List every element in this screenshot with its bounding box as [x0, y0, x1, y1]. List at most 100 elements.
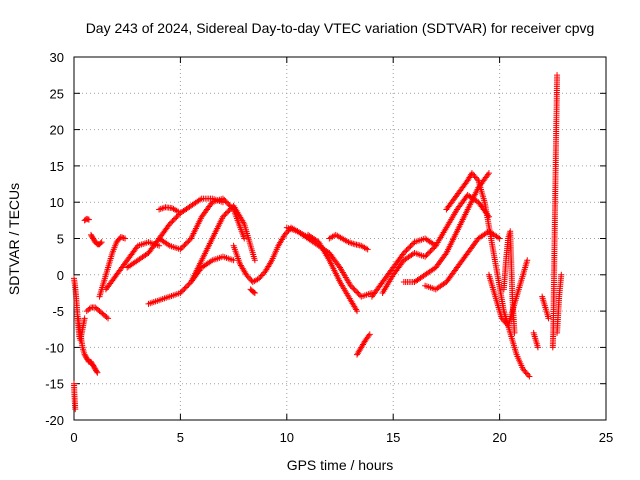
data-point [366, 331, 373, 338]
data-point-interp [182, 240, 189, 247]
data-point [534, 344, 541, 351]
chart-title: Day 243 of 2024, Sidereal Day-to-day VTE… [86, 20, 595, 36]
data-point-interp [247, 276, 254, 283]
data-point-interp [186, 236, 193, 243]
data-point [251, 257, 258, 264]
data-point-interp [97, 240, 104, 247]
series-arc-h [102, 239, 163, 293]
series-arc-t [368, 235, 439, 300]
series-arc-o [247, 286, 258, 296]
x-tick-label: 5 [177, 430, 184, 445]
data-point-interp [522, 369, 529, 376]
data-point [496, 235, 503, 242]
series-arc-ad [549, 72, 561, 351]
series-arc-p [283, 224, 375, 300]
series-arc-g [96, 234, 129, 300]
data-point-interp [172, 215, 179, 222]
series-arc-m [188, 202, 258, 286]
y-tick-label: 10 [50, 195, 64, 210]
data-point-interp [184, 239, 191, 246]
data-point-interp [354, 289, 361, 296]
series-arc-e [88, 231, 105, 248]
x-tick-label: 10 [280, 430, 294, 445]
data-point-interp [365, 332, 372, 339]
series-arc-r [326, 231, 371, 253]
data-point [251, 289, 258, 296]
data-point [554, 72, 561, 79]
data-point-interp [424, 250, 431, 257]
series-arc-f [83, 304, 112, 322]
data-point [94, 369, 101, 376]
data-point [545, 315, 552, 322]
data-point-interp [178, 245, 185, 252]
data-point-interp [245, 274, 252, 281]
data-point [230, 257, 237, 264]
data-point-interp [257, 273, 264, 280]
data-point-interp [404, 245, 411, 252]
data-point [243, 271, 250, 278]
series-arc-s [354, 331, 373, 358]
data-point [219, 195, 226, 202]
series-arc-c [75, 315, 101, 376]
series-arc-aa [517, 257, 531, 286]
data-point [400, 250, 407, 257]
data-point-interp [348, 284, 355, 291]
data-point-interp [174, 212, 181, 219]
data-point-interp [521, 367, 528, 374]
y-tick-label: 0 [57, 268, 64, 283]
x-axis-label: GPS time / hours [287, 457, 394, 473]
data-point [156, 242, 163, 249]
data-point [177, 246, 184, 253]
data-point [281, 231, 288, 238]
data-point-interp [431, 244, 438, 251]
data-point-interp [244, 273, 251, 280]
data-point-interp [223, 209, 230, 216]
data-points [71, 72, 565, 413]
series-arc-ae [554, 271, 565, 336]
series-arc-l [156, 204, 182, 215]
data-point-interp [173, 214, 180, 221]
series-arc-ac [539, 293, 552, 322]
data-point [219, 213, 226, 220]
data-point-interp [501, 318, 508, 325]
data-point [524, 257, 531, 264]
data-point [422, 253, 429, 260]
data-point-interp [250, 289, 257, 296]
data-point-interp [258, 272, 265, 279]
data-point [485, 170, 492, 177]
y-tick-label: 5 [57, 232, 64, 247]
y-axis-label: SDTVAR / TECUs [6, 183, 22, 295]
data-point-interp [351, 286, 358, 293]
data-point-interp [500, 316, 507, 323]
data-point-interp [170, 216, 177, 223]
data-point-interp [181, 242, 188, 249]
data-point-interp [525, 371, 532, 378]
data-point-interp [93, 368, 100, 375]
data-point-interp [427, 248, 434, 255]
data-point-interp [472, 174, 479, 181]
data-point-interp [221, 212, 228, 219]
data-point-interp [86, 305, 93, 312]
data-point-interp [182, 284, 189, 291]
data-point [364, 246, 371, 253]
data-point-interp [474, 175, 481, 182]
data-point-interp [181, 285, 188, 292]
data-point-interp [335, 263, 342, 270]
data-point-interp [222, 210, 229, 217]
y-tick-label: -10 [45, 340, 64, 355]
data-point [122, 235, 129, 242]
data-point-interp [178, 288, 185, 295]
data-point-interp [410, 240, 417, 247]
x-tick-label: 25 [599, 430, 613, 445]
data-point-interp [222, 198, 229, 205]
x-tick-label: 0 [70, 430, 77, 445]
data-point-interp [523, 370, 530, 377]
data-point [81, 315, 88, 322]
data-point [511, 329, 518, 336]
data-point-interp [282, 230, 289, 237]
data-point-interp [185, 238, 192, 245]
data-point-interp [185, 281, 192, 288]
data-point-interp [159, 205, 166, 212]
data-point-interp [402, 248, 409, 255]
